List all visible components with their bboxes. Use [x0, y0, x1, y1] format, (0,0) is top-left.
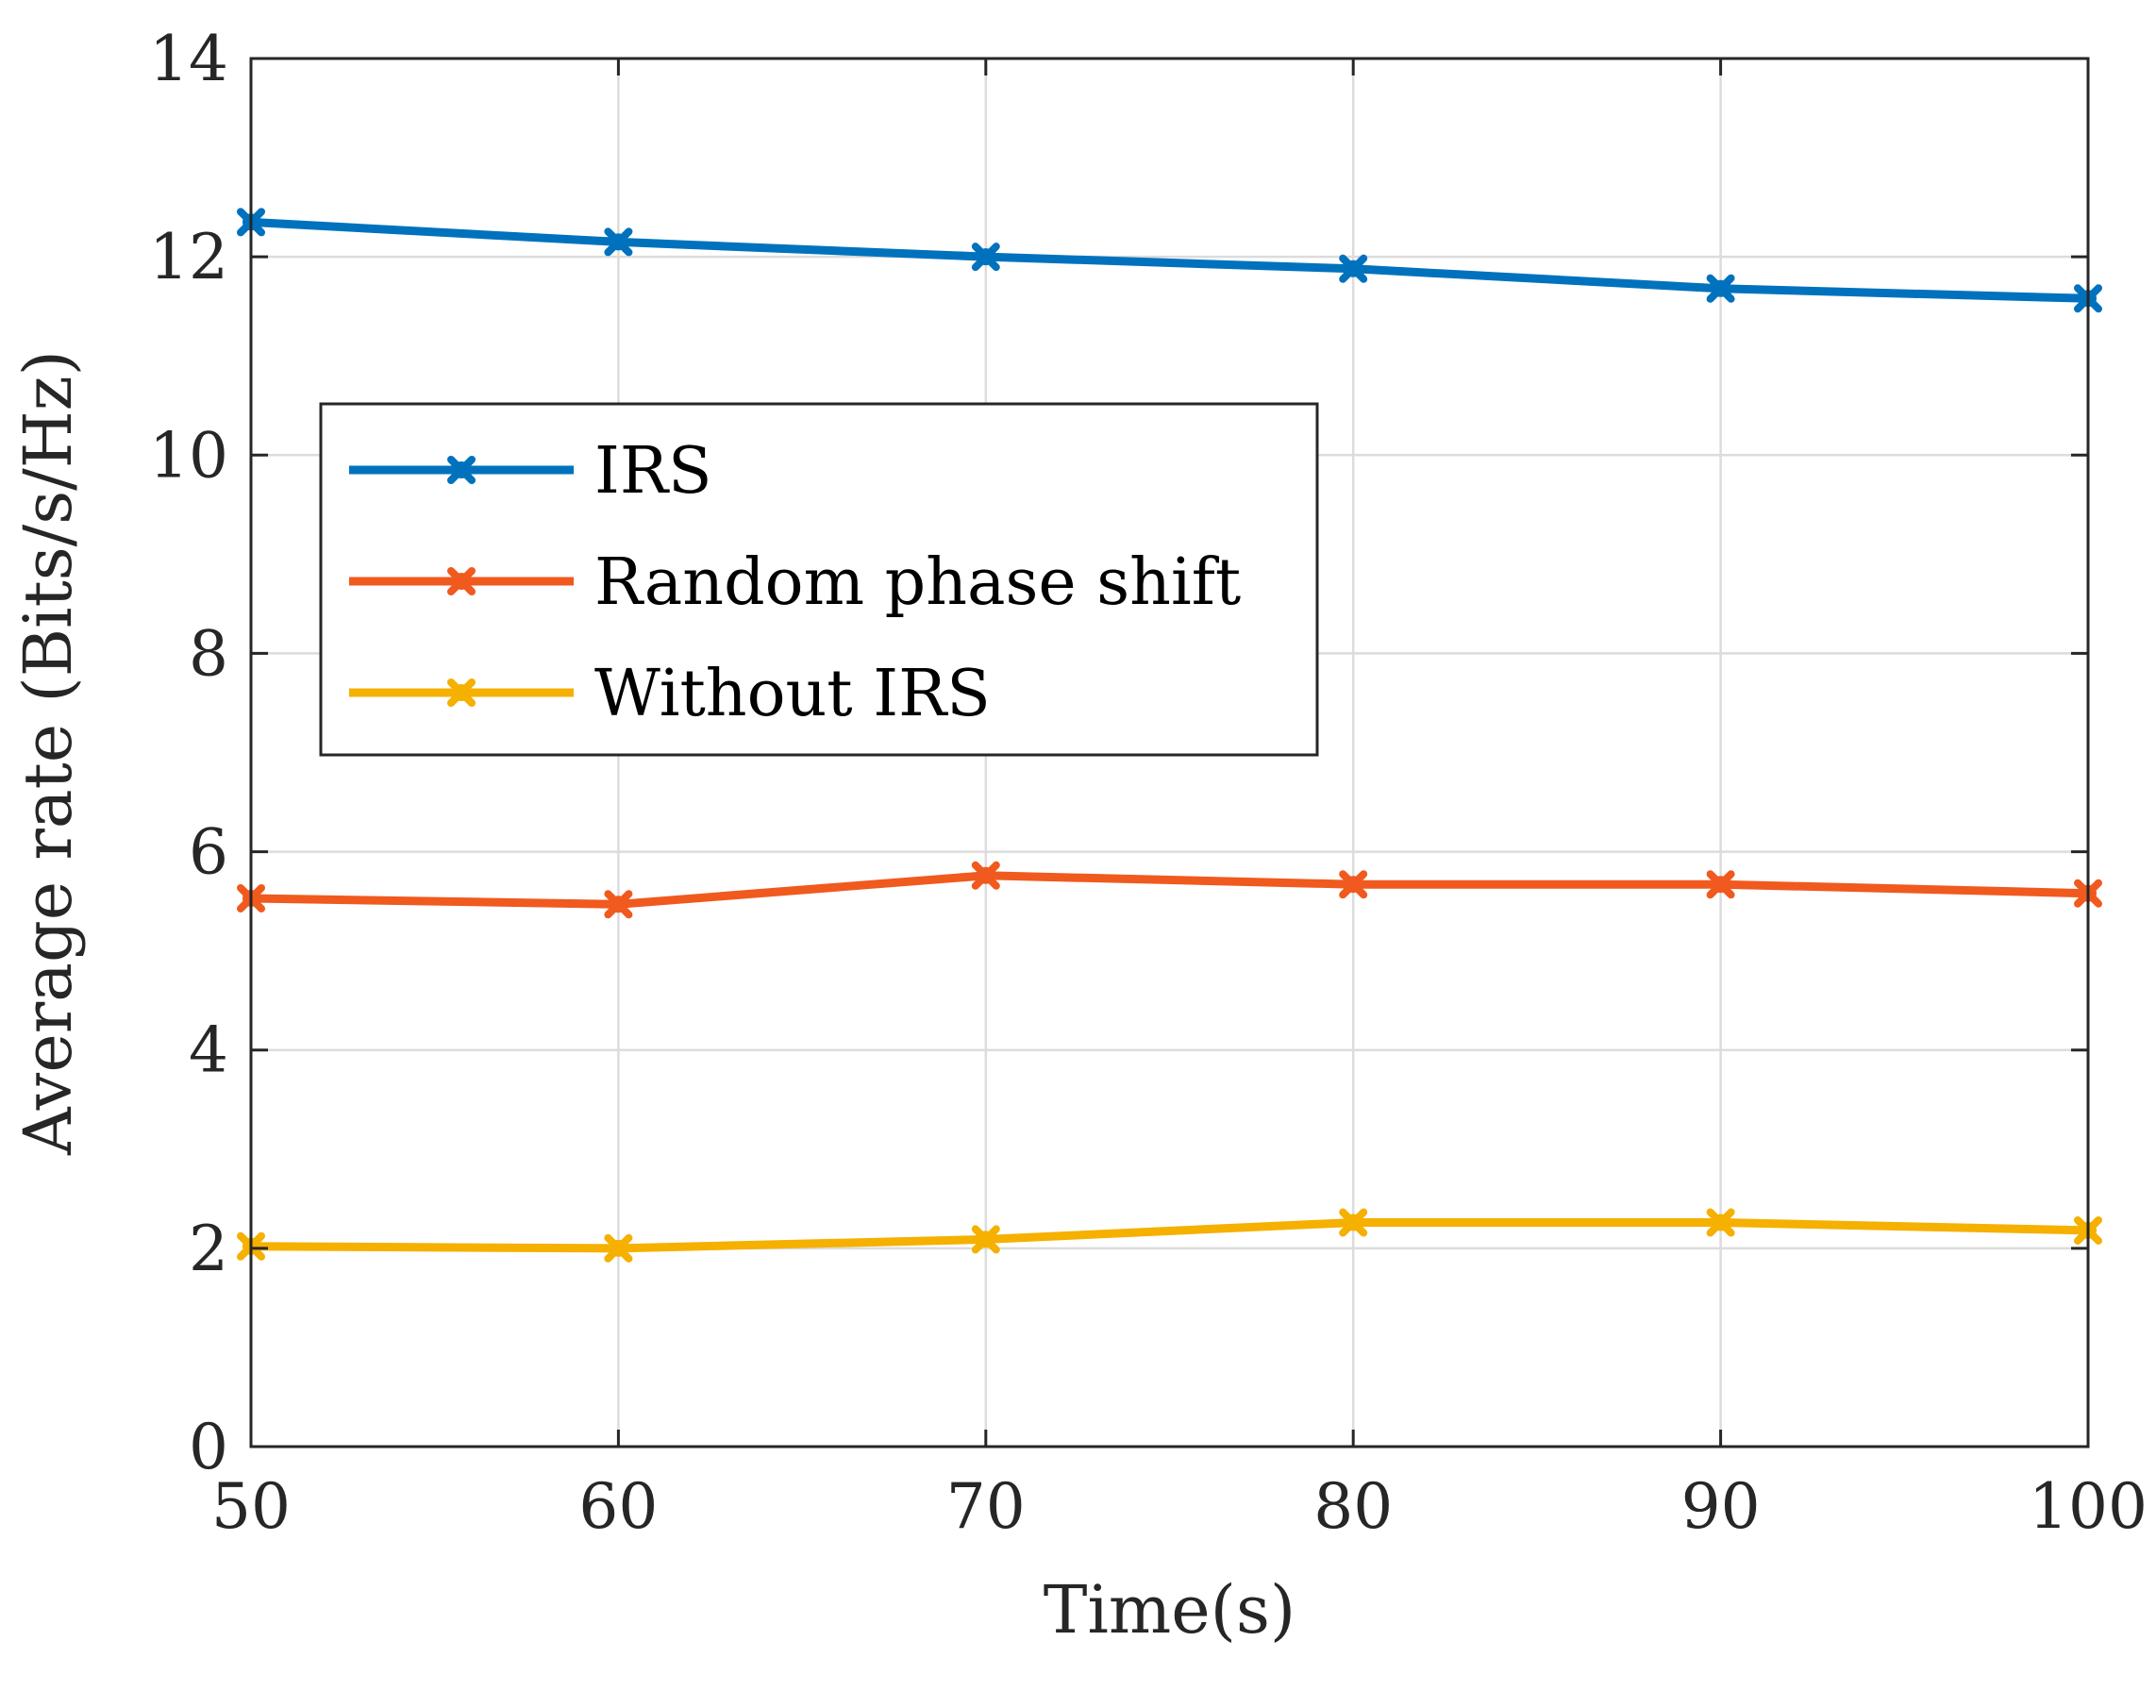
y-tick-label: 0	[189, 1411, 228, 1483]
data-point	[1339, 254, 1368, 283]
series-line	[246, 871, 2093, 909]
legend-marker	[447, 567, 476, 595]
data-point	[1706, 274, 1735, 303]
legend-item: IRS	[349, 434, 712, 509]
series-2	[237, 1208, 2102, 1263]
y-tick-label: 12	[149, 221, 228, 293]
data-point	[1706, 870, 1735, 899]
x-tick-label: 90	[1681, 1470, 1761, 1543]
axis-ticks: 50 60 70 80 90 100 0 2 4 6 8 10 12 14	[149, 23, 2148, 1543]
data-point	[1339, 870, 1368, 899]
legend: IRS Random phase shift Without IRS	[319, 402, 1319, 757]
y-axis-label: Average rate (Bits/s/Hz)	[9, 350, 87, 1156]
legend-marker	[447, 678, 476, 707]
legend-item: Without IRS	[349, 657, 991, 731]
x-tick-label: 50	[211, 1470, 291, 1543]
data-point	[971, 1225, 1000, 1254]
series-line	[246, 1218, 2093, 1253]
data-point	[971, 861, 1000, 890]
plot-frame	[249, 57, 2090, 1448]
data-point	[971, 243, 1000, 272]
legend-label: Without IRS	[594, 657, 991, 731]
data-point	[604, 1233, 633, 1263]
y-tick-label: 2	[189, 1213, 228, 1285]
series-1	[237, 861, 2102, 919]
y-tick-label: 10	[149, 419, 228, 492]
legend-item: Random phase shift	[349, 545, 1241, 620]
y-tick-label: 14	[149, 23, 228, 95]
series-0	[237, 208, 2102, 313]
data-point	[604, 890, 633, 919]
y-tick-label: 6	[189, 816, 228, 889]
y-tick-label: 4	[189, 1014, 228, 1087]
legend-label: IRS	[594, 434, 712, 509]
x-tick-label: 60	[578, 1470, 658, 1543]
y-tick-label: 8	[189, 617, 228, 690]
x-tick-label: 70	[946, 1470, 1026, 1543]
data-point	[1706, 1208, 1735, 1237]
x-tick-label: 100	[2029, 1470, 2148, 1543]
x-axis-label: Time(s)	[1044, 1571, 1295, 1649]
data-point	[1339, 1208, 1368, 1237]
series-line	[246, 217, 2093, 303]
x-tick-label: 80	[1313, 1470, 1393, 1543]
legend-label: Random phase shift	[594, 545, 1241, 620]
legend-marker	[447, 456, 476, 484]
data-point	[604, 227, 633, 257]
